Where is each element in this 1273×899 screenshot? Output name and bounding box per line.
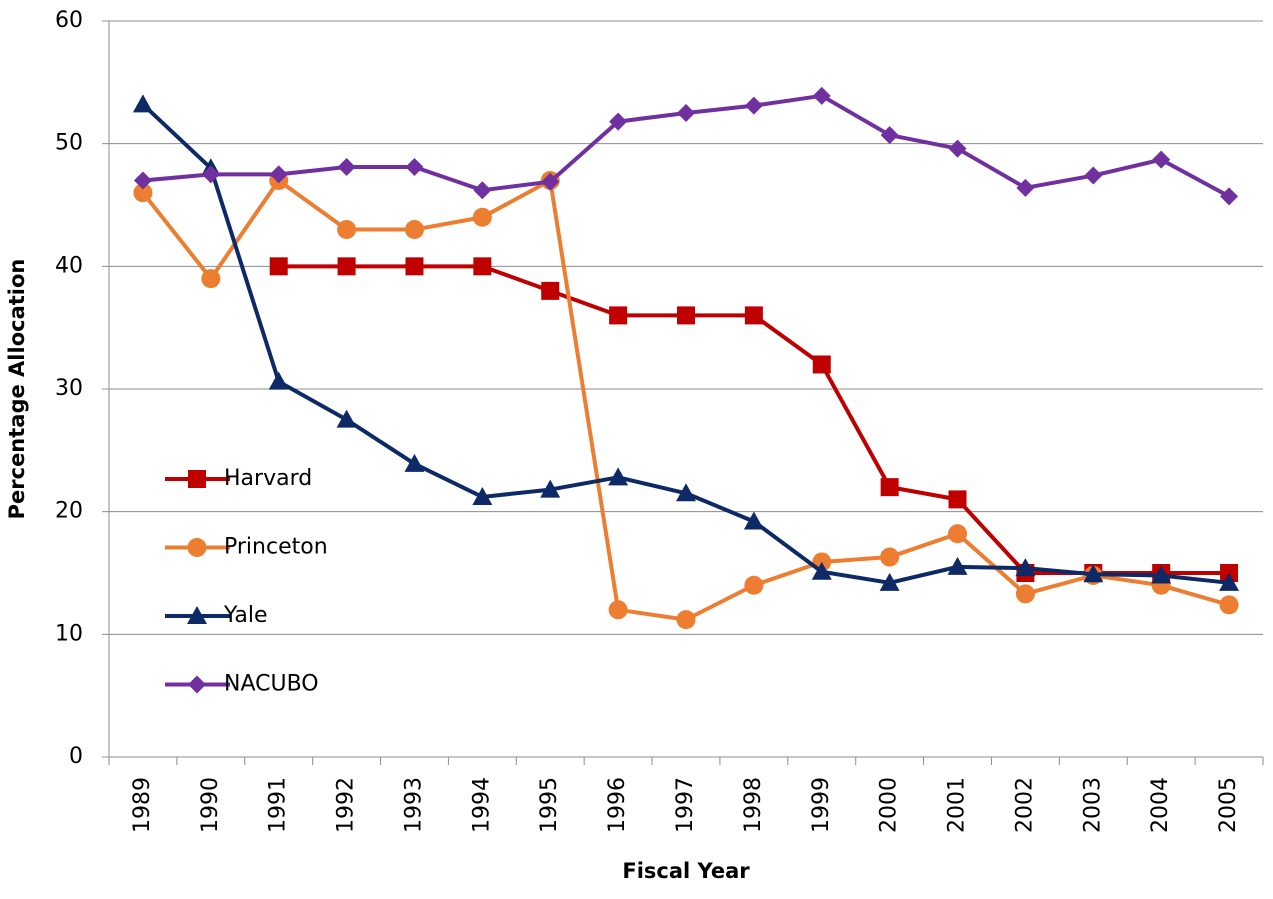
- marker: [812, 355, 831, 374]
- marker: [744, 306, 763, 325]
- y-tick-label: 20: [55, 499, 83, 524]
- marker: [540, 479, 561, 498]
- marker: [337, 220, 357, 240]
- marker: [473, 181, 492, 200]
- marker: [948, 524, 968, 544]
- legend-label: NACUBO: [224, 672, 319, 697]
- marker: [812, 86, 831, 105]
- marker: [1084, 166, 1103, 185]
- x-tick-label: 2003: [1080, 777, 1105, 833]
- legend-label: Princeton: [224, 535, 328, 560]
- marker: [1015, 584, 1035, 604]
- marker: [188, 675, 206, 694]
- marker: [676, 610, 696, 630]
- x-tick-label: 2000: [877, 777, 902, 833]
- marker: [743, 511, 764, 530]
- x-tick-label: 1991: [266, 777, 291, 833]
- y-tick-label: 0: [69, 744, 83, 769]
- marker: [541, 172, 560, 191]
- marker: [1151, 565, 1172, 584]
- y-tick-label: 40: [55, 253, 83, 278]
- y-tick-label: 30: [55, 376, 83, 401]
- marker: [473, 257, 492, 276]
- legend-label: Harvard: [224, 466, 312, 491]
- marker: [187, 538, 207, 557]
- marker: [337, 257, 356, 276]
- marker: [472, 486, 493, 505]
- y-tick-label: 50: [55, 131, 83, 156]
- marker: [1219, 595, 1239, 615]
- marker: [188, 470, 206, 488]
- marker: [201, 269, 221, 289]
- marker: [608, 600, 628, 620]
- x-tick-label: 2004: [1148, 777, 1173, 833]
- marker: [541, 281, 560, 300]
- marker: [472, 207, 492, 227]
- legend-label: Yale: [223, 603, 268, 628]
- marker: [676, 483, 696, 502]
- marker: [880, 547, 900, 567]
- x-tick-label: 1989: [130, 777, 155, 833]
- marker: [1015, 558, 1036, 577]
- marker: [947, 556, 968, 575]
- marker: [879, 572, 900, 591]
- marker: [337, 157, 356, 176]
- marker: [201, 165, 220, 184]
- marker: [405, 157, 424, 176]
- marker: [133, 183, 153, 203]
- marker: [948, 139, 967, 158]
- marker: [608, 467, 629, 486]
- marker: [269, 257, 288, 276]
- marker: [405, 257, 424, 276]
- x-tick-label: 1994: [469, 777, 494, 833]
- marker: [1220, 187, 1239, 206]
- marker: [269, 165, 288, 184]
- marker: [677, 104, 695, 122]
- marker: [880, 126, 899, 145]
- marker: [1016, 178, 1035, 197]
- x-tick-label: 1997: [673, 777, 698, 833]
- marker: [133, 171, 152, 190]
- x-tick-label: 1992: [334, 777, 359, 833]
- x-tick-label: 1995: [537, 777, 562, 833]
- marker: [744, 575, 764, 595]
- marker: [744, 96, 763, 115]
- marker: [811, 561, 832, 580]
- x-tick-label: 2005: [1216, 777, 1241, 833]
- marker: [132, 94, 153, 113]
- marker: [404, 220, 424, 240]
- x-tick-label: 1999: [809, 777, 834, 833]
- x-tick-label: 1998: [741, 777, 766, 833]
- marker: [336, 409, 357, 428]
- marker: [948, 490, 967, 509]
- x-tick-label: 2002: [1012, 777, 1037, 833]
- x-tick-label: 1990: [198, 777, 223, 833]
- series-line: [141, 102, 1230, 585]
- marker: [1152, 150, 1171, 169]
- marker: [187, 606, 207, 624]
- y-tick-label: 60: [55, 8, 83, 33]
- x-tick-label: 2001: [945, 777, 970, 833]
- marker: [677, 306, 695, 325]
- marker: [1219, 572, 1240, 591]
- x-tick-label: 1993: [401, 777, 426, 833]
- x-axis-title: Fiscal Year: [622, 859, 750, 883]
- x-tick-label: 1996: [605, 777, 630, 833]
- marker: [268, 371, 289, 390]
- marker: [1083, 564, 1104, 583]
- marker: [609, 306, 628, 325]
- marker: [880, 478, 899, 497]
- marker: [404, 453, 425, 472]
- y-tick-label: 10: [55, 621, 83, 646]
- marker: [609, 112, 628, 131]
- y-axis-title: Percentage Allocation: [5, 259, 29, 520]
